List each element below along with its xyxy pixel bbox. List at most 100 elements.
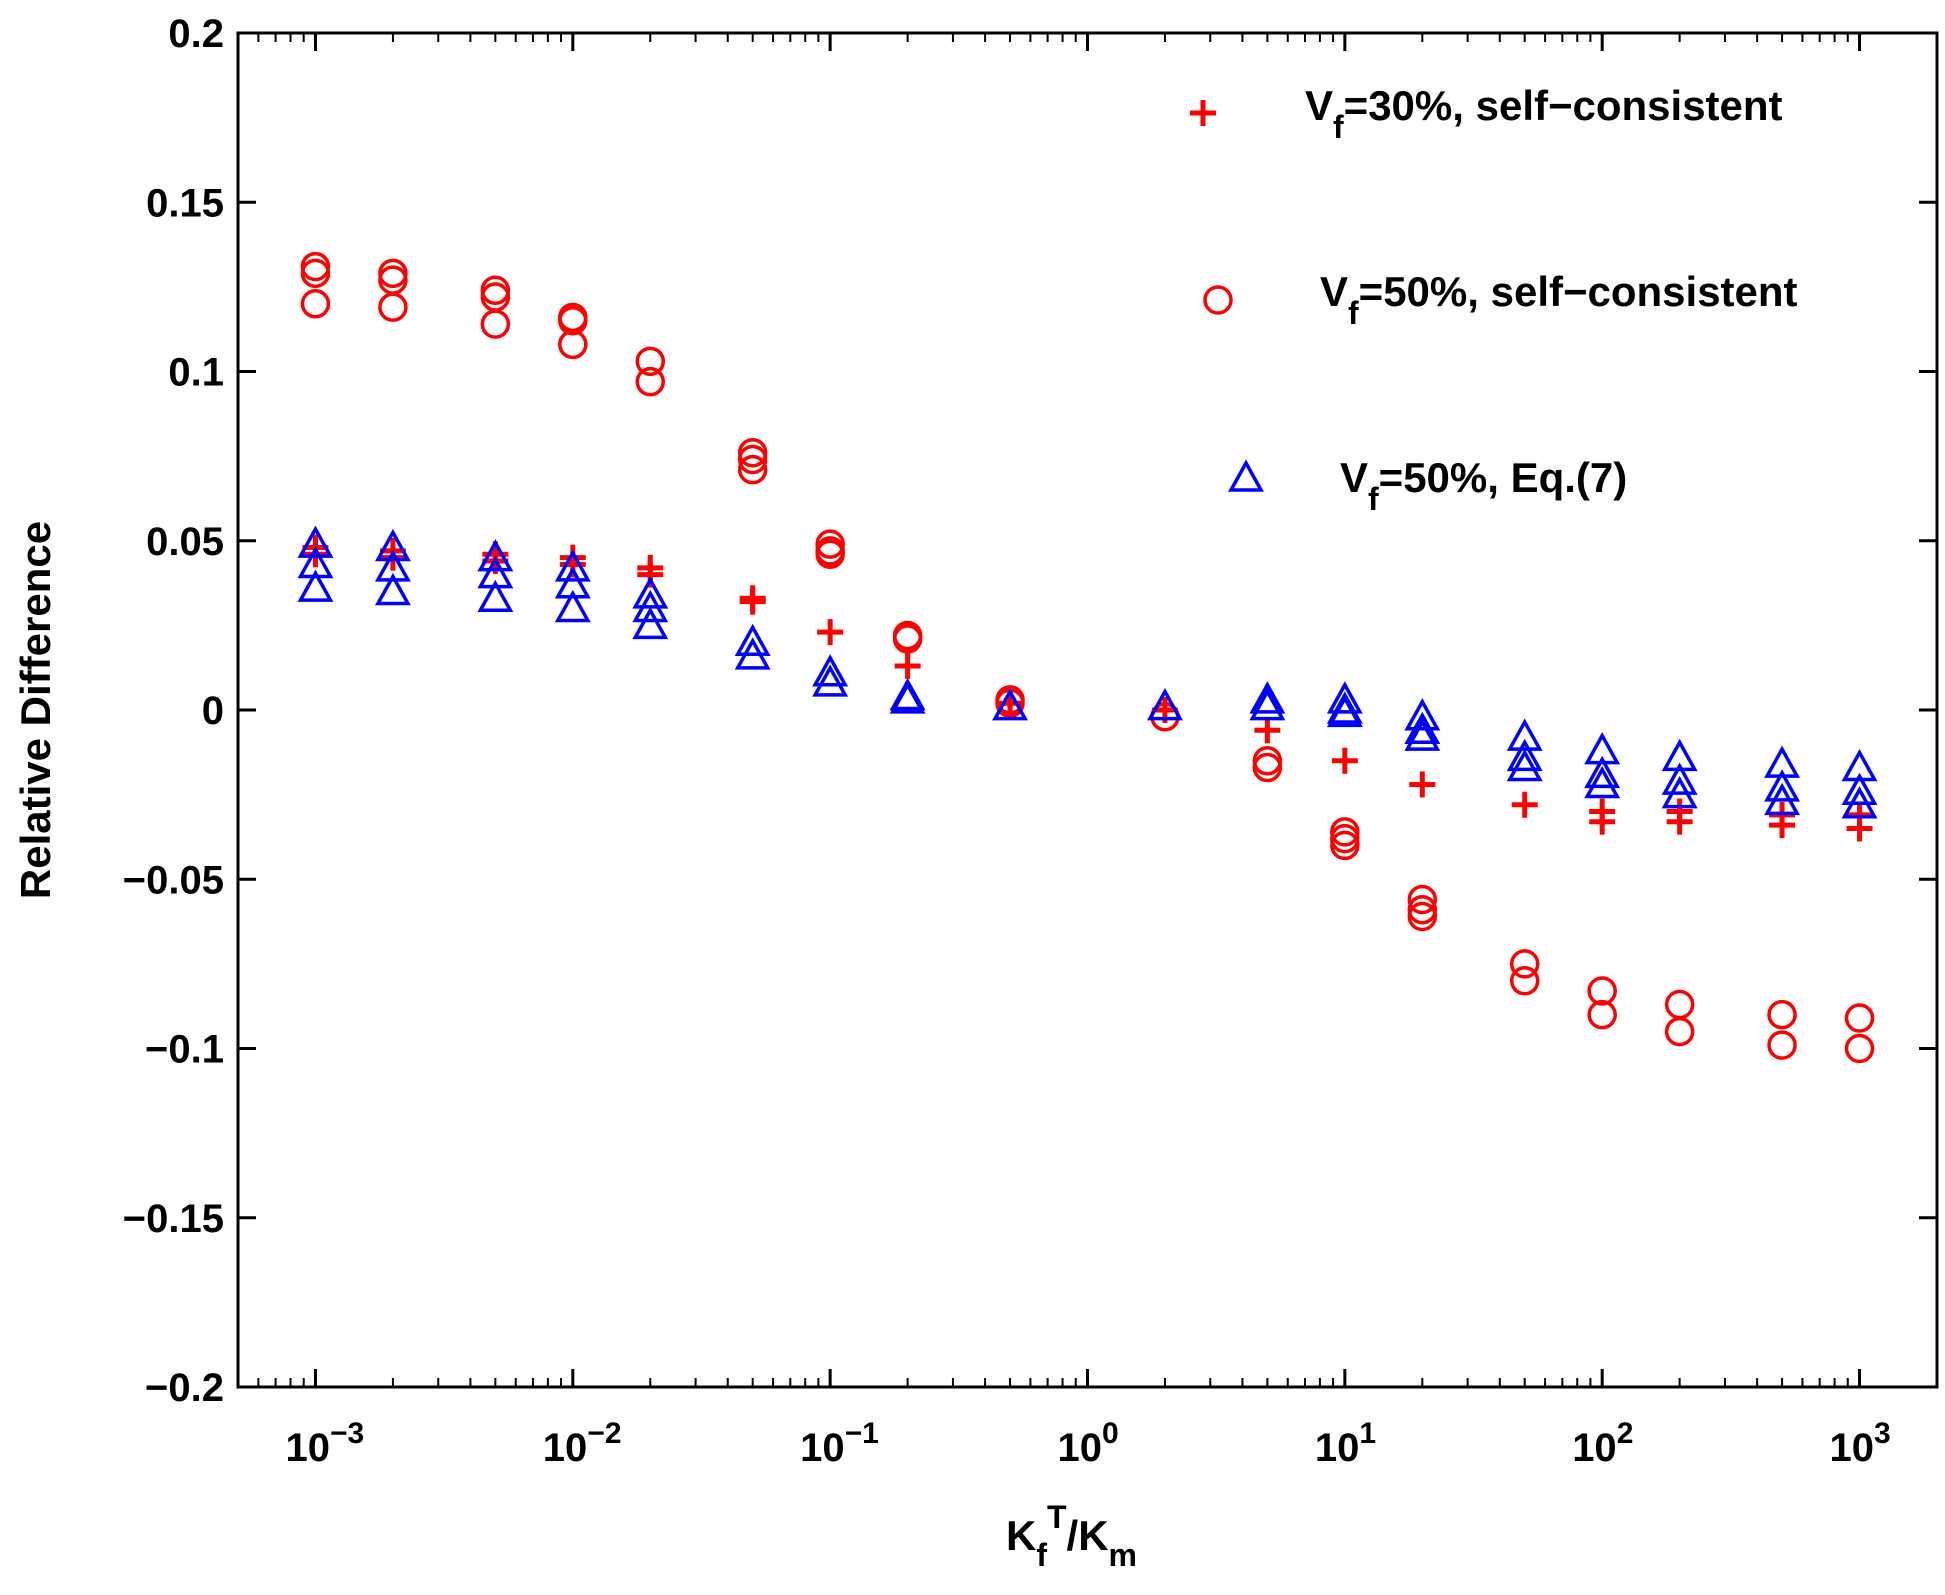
data-point-triangle: [374, 528, 411, 562]
data-point-circle: [892, 624, 923, 654]
x-tick-label: 103: [1830, 1417, 1891, 1470]
legend: Vf=30%, self−consistent Vf=50%, self−con…: [1190, 82, 1798, 517]
data-point-triangle: [1841, 772, 1878, 805]
data-point-triangle: [1326, 681, 1363, 714]
data-point-circle: [1844, 1033, 1875, 1064]
data-point-plus: [1331, 747, 1358, 774]
x-tick-label: 101: [1315, 1417, 1376, 1470]
data-point-triangle: [1584, 765, 1621, 799]
y-tick-label: 0.1: [168, 351, 224, 395]
data-point-plus: [379, 544, 406, 571]
data-point-triangle: [477, 579, 514, 613]
data-point-plus: [894, 652, 921, 679]
data-point-triangle: [1249, 688, 1286, 721]
data-point-triangle: [1404, 711, 1441, 745]
data-point-triangle: [734, 637, 771, 670]
data-point-circle: [1587, 999, 1617, 1030]
data-point-triangle: [477, 539, 514, 572]
data-point-circle: [1844, 1003, 1875, 1033]
data-point-circle: [558, 305, 588, 336]
data-point-triangle: [632, 589, 669, 623]
legend-symbol-circle: [1203, 285, 1233, 315]
data-point-circle: [1767, 1030, 1797, 1060]
data-point-triangle: [1249, 681, 1286, 714]
data-point-plus: [1589, 808, 1616, 835]
data-point-plus: [1769, 812, 1796, 839]
x-tick-labels: 10−3 10−2 10−1 100 101 102 103: [285, 1417, 1890, 1470]
data-point-circle: [1767, 999, 1797, 1030]
data-point-triangle: [554, 549, 591, 582]
data-point-circle: [1330, 830, 1360, 861]
data-point-circle: [1509, 966, 1540, 996]
data-point-circle: [1407, 901, 1438, 932]
data-point-triangle: [1661, 762, 1698, 795]
data-point-plus: [817, 619, 844, 646]
data-point-circle: [1509, 949, 1540, 979]
x-axis-title: KfT/Km: [1006, 1499, 1137, 1573]
data-point-circle: [737, 444, 768, 475]
legend-label-vf30-self-consistent: Vf=30%, self−consistent: [1305, 82, 1783, 145]
data-point-plus: [1409, 771, 1436, 798]
x-tick-label: 10−2: [543, 1417, 622, 1470]
data-point-triangle: [297, 525, 334, 558]
data-point-plus: [1666, 808, 1693, 835]
data-point-triangle: [1661, 776, 1698, 809]
legend-label-vf50-eq7: Vf=50%, Eq.(7): [1340, 454, 1627, 517]
y-axis-title: Relative Difference: [12, 521, 59, 899]
data-point-circle: [1252, 752, 1283, 783]
y-tick-labels: 0.2 0.15 0.1 0.05 0 −0.05 −0.1 −0.15 −0.2: [123, 12, 224, 1410]
data-point-circle: [1587, 976, 1617, 1006]
legend-label-vf50-self-consistent: Vf=50%, self−consistent: [1320, 268, 1798, 331]
data-point-circle: [635, 346, 666, 377]
major-ticks: [238, 31, 1937, 1389]
data-point-triangle: [1584, 755, 1621, 789]
data-point-circle: [300, 289, 331, 319]
plot-frame: [236, 31, 1939, 1389]
data-point-triangle: [734, 623, 771, 657]
data-point-triangle: [1404, 698, 1441, 731]
legend-symbol-triangle: [1228, 459, 1264, 492]
data-point-triangle: [812, 654, 849, 687]
data-point-triangle: [1841, 786, 1878, 819]
data-point-triangle: [1506, 738, 1543, 772]
data-point-circle: [378, 292, 408, 322]
data-point-circle: [300, 258, 331, 289]
data-point-triangle: [889, 681, 926, 714]
data-point-circle: [737, 454, 768, 485]
data-point-triangle: [1764, 782, 1801, 816]
data-point-triangle: [554, 589, 591, 623]
data-point-triangle: [1506, 748, 1543, 782]
data-point-plus: [1846, 815, 1873, 842]
data-markers: [297, 251, 1878, 1064]
series-triangle: [297, 525, 1878, 819]
y-tick-label: −0.1: [145, 1028, 224, 1072]
data-point-triangle: [1326, 694, 1363, 728]
data-point-triangle: [374, 572, 411, 606]
data-point-triangle: [1764, 769, 1801, 802]
data-point-plus: [302, 541, 329, 568]
data-point-circle: [1664, 1016, 1695, 1047]
y-tick-label: 0.2: [168, 12, 224, 56]
data-point-plus: [1254, 717, 1281, 744]
data-point-circle: [480, 309, 511, 339]
x-tick-label: 102: [1572, 1417, 1633, 1470]
x-tick-label: 10−3: [285, 1417, 364, 1470]
legend-symbol-plus: [1190, 100, 1216, 126]
data-point-circle: [558, 329, 588, 360]
data-point-circle: [815, 539, 845, 570]
data-point-triangle: [632, 606, 669, 640]
data-point-triangle: [297, 569, 334, 602]
x-tick-label: 10−1: [800, 1417, 879, 1470]
data-point-triangle: [992, 688, 1029, 721]
x-tick-label: 100: [1058, 1417, 1119, 1470]
y-tick-label: −0.2: [145, 1366, 224, 1410]
y-tick-label: 0: [202, 689, 224, 733]
data-point-triangle: [1146, 688, 1183, 721]
y-tick-label: −0.15: [123, 1197, 224, 1241]
legend-marker-triangle: [1228, 459, 1264, 492]
legend-marker-plus: [1190, 100, 1216, 126]
data-point-plus: [739, 588, 766, 615]
